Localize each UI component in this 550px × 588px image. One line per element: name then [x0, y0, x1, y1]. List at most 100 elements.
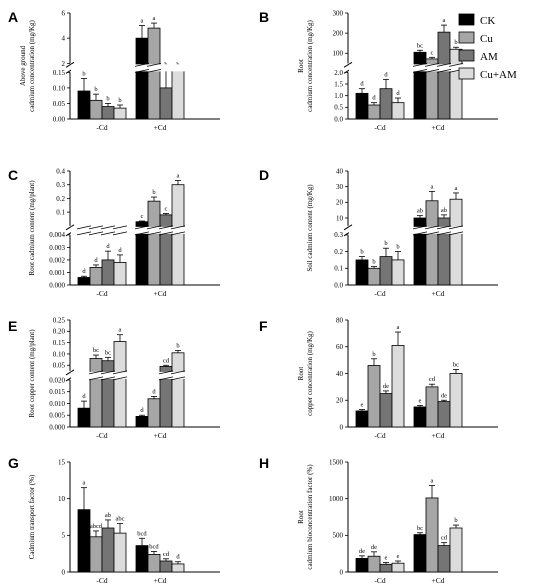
bar-break-mark — [112, 225, 128, 230]
y-tick-label: 0.4 — [56, 167, 65, 175]
y-tick-label: 0.015 — [49, 388, 65, 396]
bar-break-mark — [448, 231, 464, 236]
y-tick-label: 10 — [336, 214, 344, 222]
significance-letter: a — [119, 327, 122, 334]
significance-letter: d — [140, 407, 144, 414]
y-tick-label: 0.003 — [49, 244, 65, 252]
y-axis-label: Root copper content (mg/plant) — [28, 329, 36, 418]
significance-letter: bc — [417, 42, 423, 49]
significance-letter: b — [384, 240, 387, 247]
significance-letter: b — [396, 244, 399, 251]
y-tick-label: 0.2 — [334, 248, 343, 256]
bar-ck-plus-cd — [413, 534, 427, 573]
bar-am-plus-cd — [437, 545, 451, 573]
y-axis-label: Soil cadmium content (mg/Kg) — [306, 184, 314, 272]
significance-letter: bc — [453, 361, 459, 368]
significance-letter: cd — [163, 357, 170, 364]
bar-ck-minus-cd — [355, 92, 369, 120]
bar-break-mark — [412, 225, 428, 230]
axis-break-gap — [349, 64, 499, 72]
bar-cu-plus-cd — [425, 200, 439, 286]
bar-break-mark — [424, 62, 440, 67]
bar-ck-plus-cd — [135, 416, 149, 428]
bar-break-mark — [146, 62, 162, 67]
bar-cu-am-minus-cd — [391, 102, 405, 120]
panel-C: 0.000 0.001 0.002 0.003 0.004 0.1 0.2 0.3 0.4 d c d… — [8, 167, 221, 298]
significance-letter: abc — [115, 516, 124, 523]
legend-label: Cu+AM — [480, 69, 517, 81]
axis-break-gap — [71, 371, 221, 379]
y-axis-label: Root — [297, 367, 305, 381]
bar-cu-minus-cd — [367, 267, 381, 286]
y-tick-label: 0.20 — [53, 328, 66, 336]
significance-letter: b — [176, 343, 179, 350]
y-tick-label: 0.0 — [334, 115, 343, 123]
bar-break-mark — [100, 231, 116, 236]
bar-ck-plus-cd — [135, 37, 149, 120]
bar-cu-minus-cd — [89, 536, 103, 573]
category-label: -Cd — [96, 289, 108, 298]
bar-cu-am-minus-cd — [113, 341, 127, 428]
significance-letter: b — [454, 39, 457, 46]
significance-letter: d — [396, 90, 400, 97]
category-label: +Cd — [432, 123, 445, 132]
y-tick-label: 0.10 — [53, 350, 66, 358]
bar-break-mark — [158, 231, 174, 236]
y-tick-label: 0.0 — [334, 281, 343, 289]
significance-letter: bc — [417, 525, 423, 532]
bar-break-mark — [170, 370, 186, 375]
y-tick-label: 4 — [62, 35, 66, 43]
significance-letter: cd — [441, 535, 448, 542]
bar-break-mark — [146, 231, 162, 236]
bar-break-mark — [158, 376, 174, 381]
bar-cu-am-plus-cd — [171, 68, 185, 120]
y-tick-label: 2 — [62, 60, 66, 68]
bar-am-minus-cd — [101, 360, 115, 428]
significance-letter: b — [106, 95, 109, 102]
y-axis-label: Root — [297, 510, 305, 524]
bar-cu-minus-cd — [367, 555, 381, 573]
bar-ck-plus-cd — [135, 545, 149, 573]
bar-am-plus-cd — [159, 560, 173, 573]
axis-break-gap — [71, 64, 221, 72]
bar-cu-am-minus-cd — [391, 259, 405, 286]
y-tick-label: 300 — [333, 9, 344, 17]
bar-am-plus-cd — [437, 31, 451, 120]
y-tick-label: 0.000 — [49, 281, 65, 289]
bar-break-mark — [100, 225, 116, 230]
bar-break-mark — [76, 231, 92, 236]
bar-break-mark — [100, 370, 116, 375]
significance-letter: a — [153, 15, 156, 22]
bar-cu-plus-cd — [147, 554, 161, 573]
significance-letter: d — [118, 247, 122, 254]
bar-cu-minus-cd — [89, 267, 103, 286]
category-label: +Cd — [154, 123, 167, 132]
bar-break-mark — [170, 231, 186, 236]
bar-am-minus-cd — [379, 88, 393, 120]
bar-break-mark — [424, 225, 440, 230]
category-label: +Cd — [432, 289, 445, 298]
significance-letter: e — [397, 553, 400, 560]
y-tick-label: 0.15 — [53, 339, 66, 347]
y-tick-label: 6 — [62, 9, 66, 17]
bar-ck-plus-cd — [413, 406, 427, 428]
bar-break-mark — [112, 370, 128, 375]
significance-letter: a — [431, 183, 434, 190]
bar-ck-plus-cd — [413, 51, 427, 120]
significance-letter: de — [383, 383, 389, 390]
bar-cu-minus-cd — [89, 358, 103, 428]
bar-break-mark — [448, 225, 464, 230]
bar-break-mark — [100, 376, 116, 381]
significance-letter: abcd — [90, 523, 103, 530]
bar-cu-plus-cd — [425, 497, 439, 573]
panel-E: 0.000 0.005 0.010 0.015 0.020 0.05 0.10 0.15 0.2… — [8, 316, 221, 440]
category-label: -Cd — [374, 431, 386, 440]
bar-break-mark — [158, 370, 174, 375]
significance-letter: b — [152, 189, 155, 196]
bar-ck-minus-cd — [355, 558, 369, 573]
significance-letter: de — [371, 544, 377, 551]
y-tick-label: 0.2 — [56, 195, 65, 203]
